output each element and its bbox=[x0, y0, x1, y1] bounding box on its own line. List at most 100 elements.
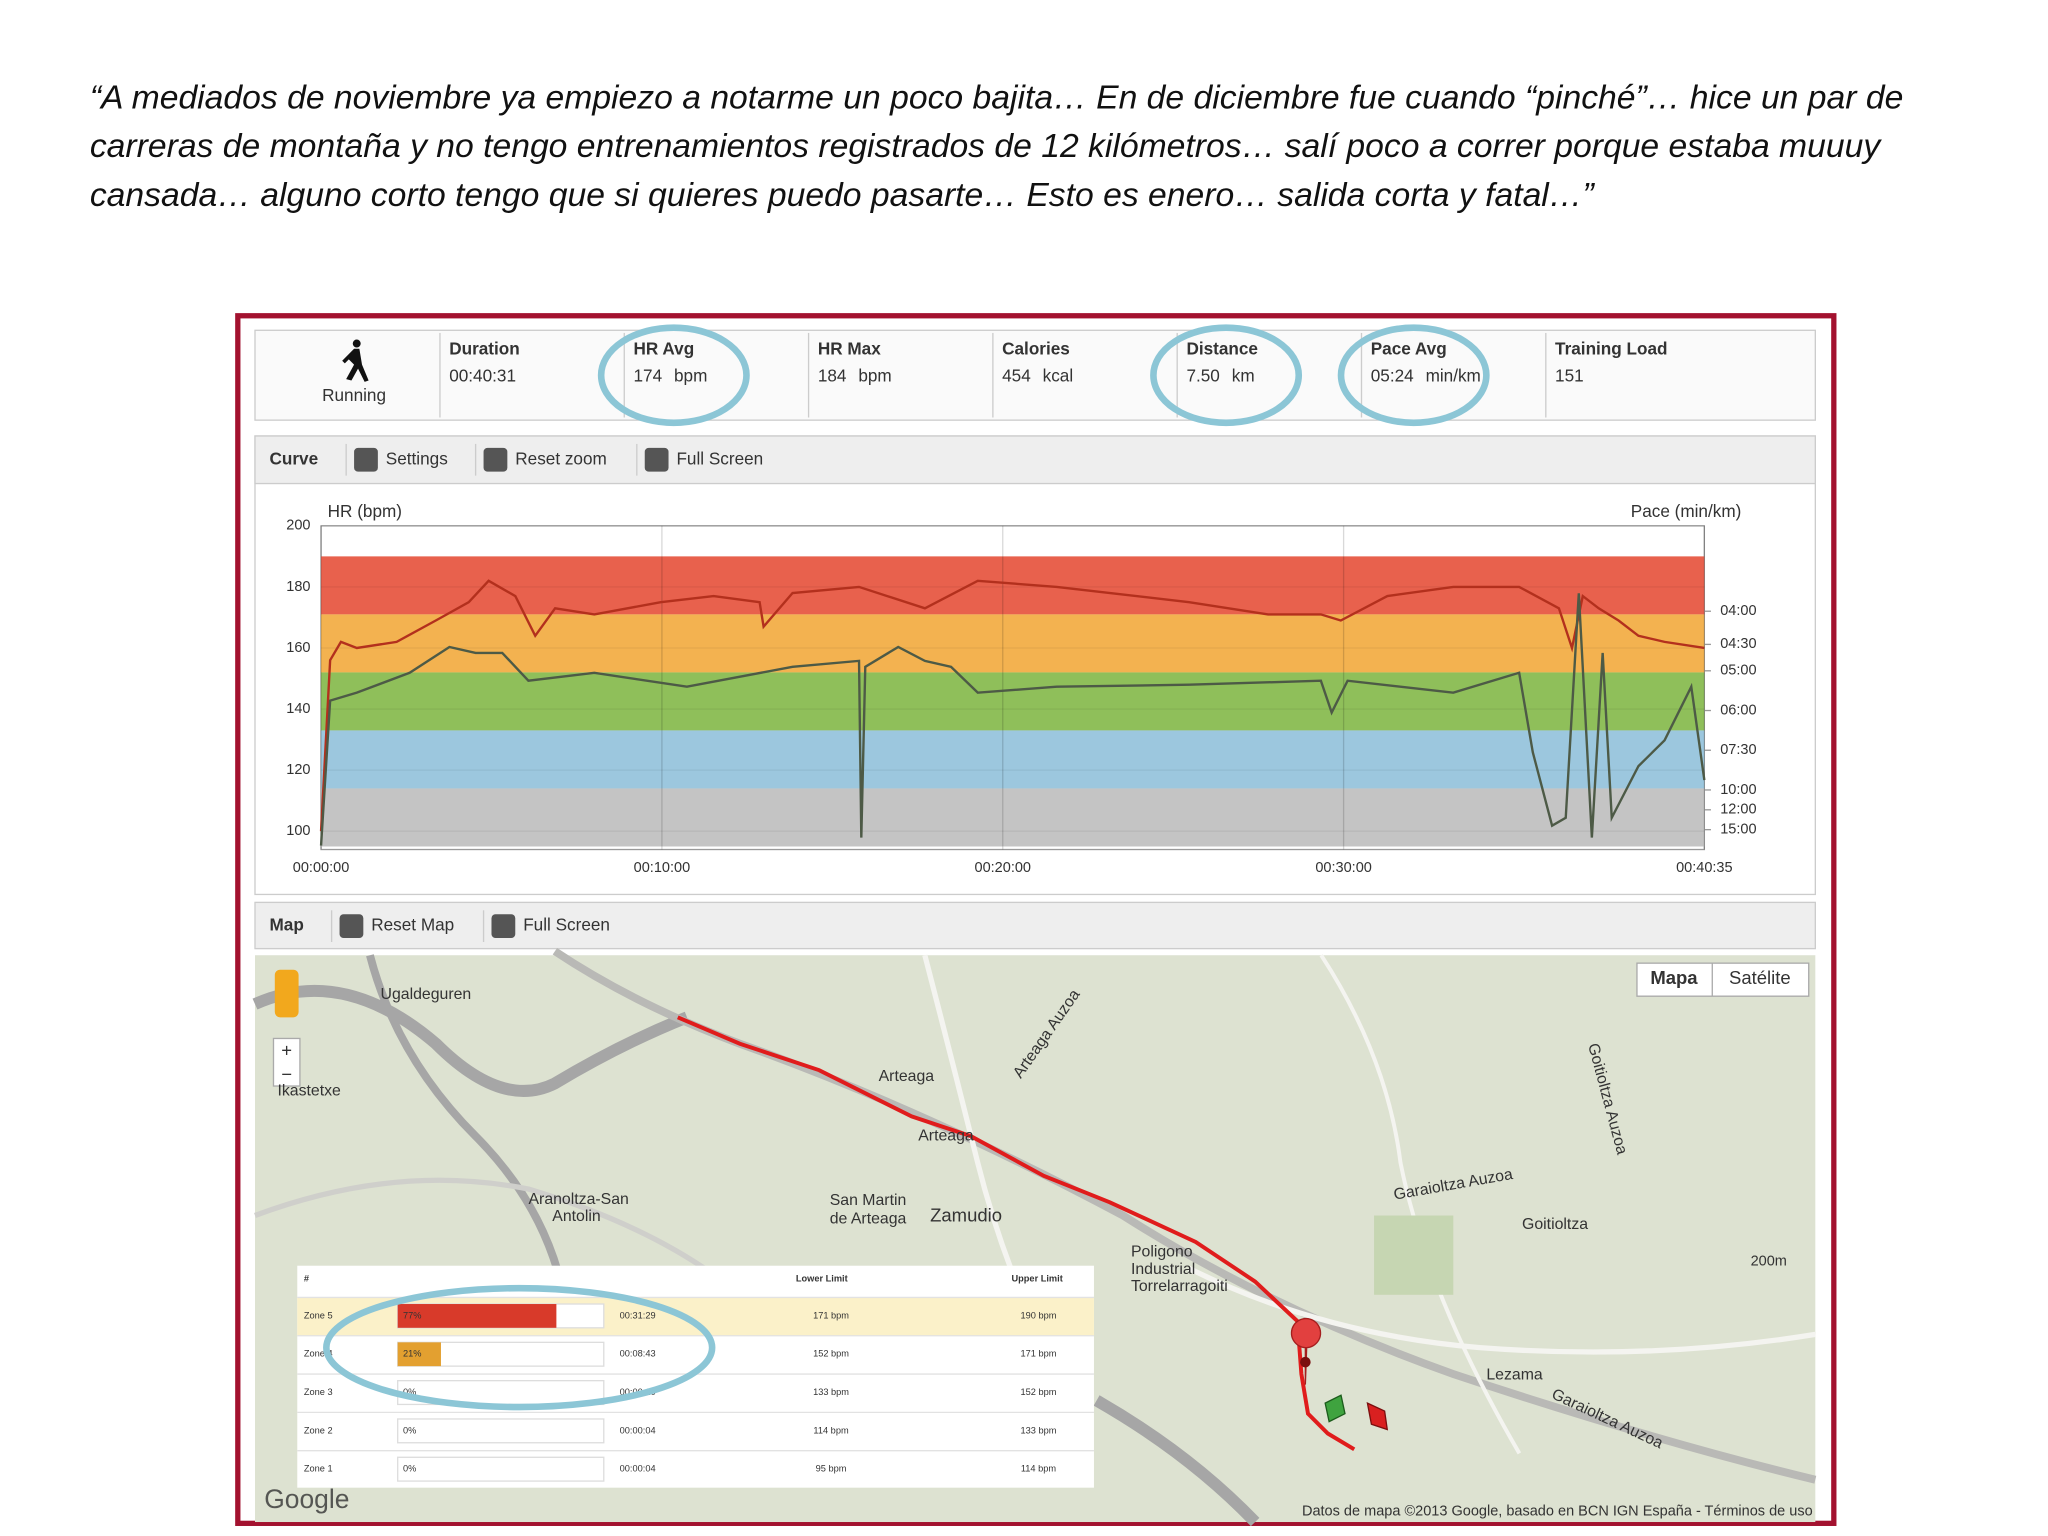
y-tick-label: 140 bbox=[286, 701, 310, 717]
hr-zone bbox=[321, 672, 1705, 731]
zone-lower: 95 bpm bbox=[816, 1464, 847, 1474]
map-label: Zamudio bbox=[930, 1205, 1002, 1226]
zoom-control[interactable] bbox=[272, 1037, 301, 1087]
toolbar-title: Curve bbox=[270, 448, 319, 468]
zone-time: 00:08:43 bbox=[620, 1349, 656, 1359]
stat-number: 7.50 bbox=[1186, 365, 1219, 385]
y2-tick-label: 06:00 bbox=[1720, 702, 1756, 718]
road bbox=[254, 1177, 742, 1297]
zone-upper: 133 bpm bbox=[1020, 1425, 1056, 1435]
running-icon bbox=[342, 339, 369, 382]
quote: “A mediados de noviembre ya empiezo a no… bbox=[89, 79, 1904, 215]
x-tick-label: 00:20:00 bbox=[975, 860, 1032, 876]
zone-lower: 152 bpm bbox=[813, 1349, 849, 1359]
road bbox=[1319, 954, 1522, 1455]
finish-flag bbox=[1366, 1401, 1389, 1431]
y2-axis-title: Pace (min/km) bbox=[1631, 501, 1742, 521]
percent-bar bbox=[397, 1304, 557, 1328]
map-label: Torrelarragoiti bbox=[1131, 1278, 1228, 1295]
button-icon[interactable] bbox=[483, 447, 508, 472]
stat-label: HR Avg bbox=[634, 339, 695, 359]
annotation-circle bbox=[323, 1284, 716, 1411]
map-label: Industrial bbox=[1131, 1261, 1195, 1278]
percent-track bbox=[397, 1418, 605, 1444]
percent-label: 0% bbox=[403, 1425, 416, 1435]
y-tick-label: 180 bbox=[286, 579, 310, 595]
start-flag bbox=[1324, 1394, 1346, 1423]
zone-upper: 190 bpm bbox=[1020, 1310, 1056, 1320]
button-icon[interactable] bbox=[644, 447, 669, 472]
y-axis-title: HR (bpm) bbox=[328, 501, 402, 521]
zone-name: Zone 3 bbox=[304, 1387, 333, 1397]
hr-zone bbox=[321, 556, 1705, 615]
annotation-circle bbox=[1337, 324, 1490, 427]
button-icon[interactable] bbox=[491, 914, 516, 939]
stat-value: 7.50 km bbox=[1186, 365, 1254, 385]
map-label: Antolin bbox=[552, 1208, 600, 1225]
stat-number: 174 bbox=[634, 365, 663, 385]
table-header: # bbox=[304, 1273, 309, 1283]
stat-unit: kcal bbox=[1043, 365, 1074, 385]
zone-name: Zone 4 bbox=[304, 1349, 333, 1359]
toolbar-title: Map bbox=[270, 915, 304, 935]
stat-number: 00:40:31 bbox=[449, 365, 516, 385]
hr-zone bbox=[321, 730, 1705, 789]
stat-value: 05:24 min/km bbox=[1371, 365, 1481, 385]
stat-value: 174 bpm bbox=[634, 365, 708, 385]
zoom-in[interactable]: + bbox=[281, 1040, 292, 1061]
toolbar-button[interactable]: Reset Map bbox=[371, 915, 454, 935]
toolbar-button[interactable]: Reset zoom bbox=[515, 448, 607, 468]
annotation-circle bbox=[597, 324, 750, 427]
y2-tick-label: 12:00 bbox=[1720, 802, 1756, 818]
map-label: San Martin bbox=[830, 1192, 907, 1209]
zone-time: 00:00:04 bbox=[620, 1464, 656, 1474]
stat-label: Pace Avg bbox=[1371, 339, 1447, 359]
stat-unit: bpm bbox=[858, 365, 891, 385]
zone-time: 00:00:04 bbox=[620, 1425, 656, 1435]
stat-unit: min/km bbox=[1426, 365, 1481, 385]
stat-number: 184 bbox=[818, 365, 847, 385]
map-label: Ikastetxe bbox=[277, 1082, 341, 1099]
map-label: Poligono bbox=[1131, 1244, 1193, 1261]
map-scale: 200m bbox=[1751, 1254, 1787, 1270]
y2-tick-label: 15:00 bbox=[1720, 822, 1756, 838]
y2-tick-label: 10:00 bbox=[1720, 782, 1756, 798]
zone-name: Zone 1 bbox=[304, 1464, 333, 1474]
zone-name: Zone 2 bbox=[304, 1425, 333, 1435]
table-header: Lower Limit bbox=[796, 1273, 848, 1283]
button-icon[interactable] bbox=[339, 914, 364, 939]
map-label: Arteaga bbox=[918, 1127, 974, 1144]
button-icon[interactable] bbox=[354, 447, 378, 472]
zoom-out[interactable]: − bbox=[281, 1063, 292, 1084]
map-type-button[interactable]: Satélite bbox=[1729, 967, 1791, 988]
map-type-button[interactable]: Mapa bbox=[1650, 967, 1698, 988]
road bbox=[1187, 1265, 1816, 1355]
curve-toolbar-items: Curve Settings Reset zoom Full Screen bbox=[270, 443, 763, 476]
hr-zone bbox=[321, 788, 1705, 847]
stat-number: 454 bbox=[1002, 365, 1031, 385]
stat-value: 151 bbox=[1555, 365, 1584, 385]
toolbar-button[interactable]: Full Screen bbox=[676, 448, 763, 468]
y2-tick-label: 05:00 bbox=[1720, 663, 1756, 679]
map-attribution: Datos de mapa ©2013 Google, basado en BC… bbox=[1302, 1503, 1813, 1519]
percent-label: 77% bbox=[403, 1310, 421, 1320]
map-label: Goitioltza bbox=[1522, 1216, 1588, 1233]
stat-number: 05:24 bbox=[1371, 365, 1414, 385]
toolbar-button[interactable]: Settings bbox=[386, 448, 448, 468]
stat-label: Training Load bbox=[1555, 339, 1667, 359]
stat-label: HR Max bbox=[818, 339, 881, 359]
map-label: Lezama bbox=[1486, 1367, 1543, 1384]
y2-tick-label: 04:00 bbox=[1720, 603, 1756, 619]
toolbar-button[interactable]: Full Screen bbox=[523, 915, 610, 935]
map-toolbar-items: Map Reset Map Full Screen bbox=[270, 910, 610, 943]
y2-tick-label: 04:30 bbox=[1720, 636, 1756, 652]
y2-tick-label: 07:30 bbox=[1720, 742, 1756, 758]
pegman[interactable] bbox=[274, 969, 299, 1018]
stat-unit: bpm bbox=[674, 365, 707, 385]
annotations bbox=[323, 324, 1490, 1411]
x-tick-label: 00:40:35 bbox=[1676, 860, 1733, 876]
percent-track bbox=[397, 1456, 605, 1482]
